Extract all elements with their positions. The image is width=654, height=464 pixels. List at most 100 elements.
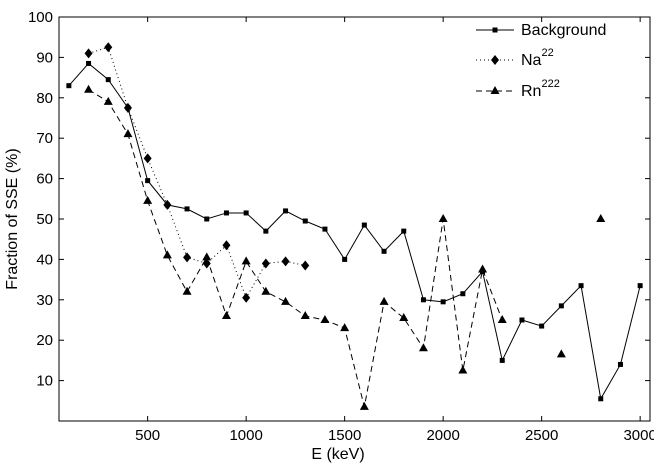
legend-marker-background bbox=[492, 27, 498, 33]
data-point-rn bbox=[359, 401, 369, 410]
data-point-rn bbox=[418, 343, 428, 352]
legend-label-background: Background bbox=[521, 22, 606, 39]
data-point-background bbox=[145, 178, 151, 184]
data-point-na bbox=[104, 42, 113, 53]
data-point-background bbox=[361, 222, 367, 228]
series-line-na bbox=[88, 46, 306, 299]
data-point-na bbox=[143, 153, 152, 164]
data-point-rn bbox=[458, 365, 468, 374]
legend: Background Na22 Rn222 bbox=[476, 22, 606, 100]
data-point-background bbox=[66, 83, 72, 89]
series-line-rn bbox=[88, 89, 503, 407]
y-tick-label: 30 bbox=[36, 292, 53, 309]
y-tick-label: 60 bbox=[36, 171, 53, 188]
legend-marker-na22 bbox=[491, 55, 499, 65]
data-point-background bbox=[460, 291, 466, 297]
data-point-background bbox=[578, 283, 584, 289]
y-axis-title: Fraction of SSE (%) bbox=[4, 148, 21, 289]
data-point-rn bbox=[438, 214, 448, 222]
data-point-rn bbox=[162, 250, 172, 259]
data-point-rn bbox=[261, 286, 271, 295]
legend-label-rn222-sup: 222 bbox=[541, 78, 559, 90]
data-point-rn bbox=[281, 296, 291, 305]
x-axis-title: E (keV) bbox=[311, 446, 364, 463]
data-point-rn bbox=[340, 323, 350, 332]
data-point-background bbox=[519, 317, 525, 323]
data-point-rn bbox=[300, 310, 310, 319]
x-tick-label: 2500 bbox=[525, 427, 558, 444]
data-point-na bbox=[261, 258, 270, 269]
data-point-rn bbox=[143, 195, 153, 204]
data-point-rn bbox=[241, 256, 251, 265]
data-point-na bbox=[123, 102, 132, 113]
data-point-background bbox=[499, 357, 505, 363]
data-point-background bbox=[302, 218, 308, 224]
legend-label-na22-base: Na bbox=[521, 52, 542, 69]
data-point-background bbox=[381, 248, 387, 254]
legend-item-rn222: Rn222 bbox=[476, 78, 560, 100]
data-point-na bbox=[183, 252, 192, 263]
data-point-rn bbox=[182, 286, 192, 295]
data-point-background bbox=[342, 256, 348, 262]
axis-ticks: 500 1000 1500 2000 2500 3000 10 20 30 40 50 60 70 80 9… bbox=[28, 9, 654, 444]
x-tick-label: 500 bbox=[135, 427, 160, 444]
legend-label-rn222: Rn222 bbox=[521, 78, 560, 100]
data-point-rn bbox=[478, 264, 488, 273]
data-point-background bbox=[204, 216, 210, 222]
data-point-rn bbox=[497, 315, 507, 323]
data-point-rn bbox=[221, 310, 231, 319]
data-point-rn bbox=[103, 96, 113, 105]
data-point-background bbox=[283, 208, 289, 214]
legend-label-na22: Na22 bbox=[521, 47, 554, 69]
data-point-na bbox=[242, 292, 251, 303]
y-tick-label: 100 bbox=[28, 9, 53, 26]
data-point-background bbox=[401, 228, 407, 234]
y-tick-label: 80 bbox=[36, 90, 53, 107]
data-point-background bbox=[637, 283, 643, 289]
data-point-rn bbox=[123, 129, 133, 138]
data-point-rn bbox=[379, 296, 389, 305]
plot-frame bbox=[58, 16, 651, 422]
data-point-background bbox=[223, 210, 229, 216]
y-tick-label: 10 bbox=[36, 373, 53, 390]
data-point-rn bbox=[84, 84, 94, 93]
legend-marker-rn222 bbox=[490, 86, 500, 94]
legend-label-rn222-base: Rn bbox=[521, 83, 541, 100]
data-point-background bbox=[539, 323, 545, 329]
data-point-background bbox=[105, 77, 111, 83]
data-point-na bbox=[281, 256, 290, 267]
data-point-background bbox=[184, 206, 190, 212]
series-line-background bbox=[68, 62, 641, 401]
data-point-rn bbox=[556, 349, 566, 358]
data-point-background bbox=[420, 297, 426, 303]
data-point-na bbox=[301, 260, 310, 271]
x-tick-label: 1500 bbox=[328, 427, 361, 444]
data-point-na bbox=[84, 48, 93, 59]
legend-item-background: Background bbox=[476, 22, 606, 39]
data-point-background bbox=[617, 361, 623, 367]
data-point-background bbox=[263, 228, 269, 234]
data-point-background bbox=[86, 60, 92, 66]
data-point-background bbox=[440, 299, 446, 305]
series-layer bbox=[66, 42, 643, 410]
x-tick-label: 3000 bbox=[623, 427, 654, 444]
legend-item-na22: Na22 bbox=[476, 47, 554, 69]
y-tick-label: 20 bbox=[36, 332, 53, 349]
x-tick-label: 2000 bbox=[426, 427, 459, 444]
y-tick-label: 70 bbox=[36, 130, 53, 147]
data-point-background bbox=[598, 396, 604, 402]
data-point-na bbox=[163, 199, 172, 210]
y-tick-label: 50 bbox=[36, 211, 53, 228]
data-point-rn bbox=[596, 214, 606, 222]
data-point-rn bbox=[399, 312, 409, 321]
data-point-background bbox=[322, 226, 328, 232]
x-tick-label: 1000 bbox=[229, 427, 262, 444]
legend-label-na22-sup: 22 bbox=[541, 47, 553, 59]
y-tick-label: 90 bbox=[36, 49, 53, 66]
data-point-na bbox=[222, 240, 231, 251]
data-point-background bbox=[243, 210, 249, 216]
data-point-background bbox=[558, 303, 564, 309]
y-tick-label: 40 bbox=[36, 251, 53, 268]
data-point-rn bbox=[320, 315, 330, 323]
